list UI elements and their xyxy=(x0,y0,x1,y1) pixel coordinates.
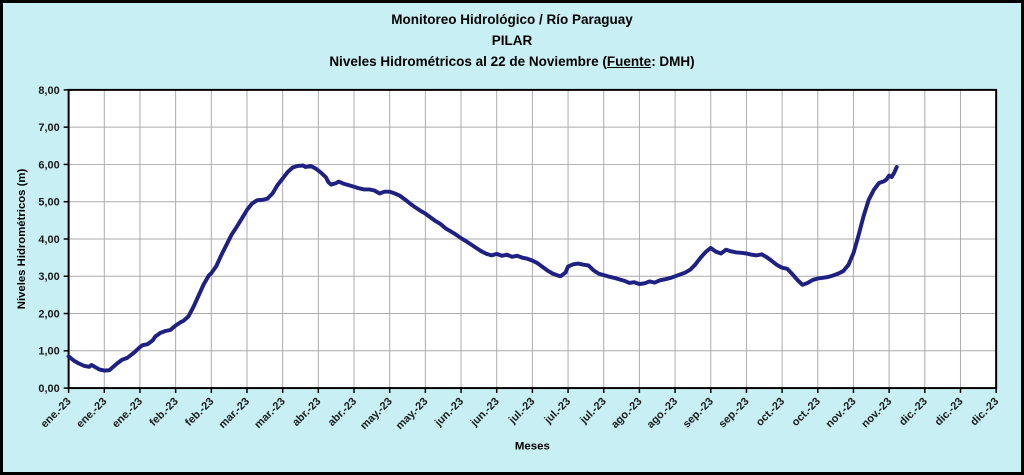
y-tick-label: 3,00 xyxy=(38,271,59,283)
x-tick-label: ago.-23 xyxy=(609,396,645,431)
chart-subtitle: PILAR xyxy=(491,33,533,48)
y-tick-label: 7,00 xyxy=(38,122,59,134)
x-tick-label: ago.-23 xyxy=(645,396,681,431)
x-tick-label: abr.-23 xyxy=(290,396,323,429)
data-line xyxy=(66,163,899,373)
x-tick-label: ene.-23 xyxy=(74,396,109,431)
caption-suffix: : DMH) xyxy=(651,54,695,69)
y-tick-label: 0,00 xyxy=(38,383,59,395)
x-tick-label: jul.-23 xyxy=(506,396,538,427)
chart-caption: Niveles Hidrométricos al 22 de Noviembre… xyxy=(3,51,1021,72)
x-tick-label: feb.-23 xyxy=(147,396,180,429)
y-tick-label: 6,00 xyxy=(38,159,59,171)
y-tick-label: 2,00 xyxy=(38,309,59,321)
y-axis-title: Niveles Hidrométricos (m) xyxy=(16,169,28,310)
x-tick-label: mar.-23 xyxy=(252,396,288,431)
x-tick-label: jun.-23 xyxy=(432,396,466,430)
x-tick-label: ene.-23 xyxy=(39,396,74,431)
x-tick-label: abr.-23 xyxy=(326,396,359,429)
x-tick-label: mar.-23 xyxy=(217,396,253,431)
chart-title: Monitoreo Hidrológico / Río Paraguay xyxy=(391,12,633,27)
x-tick-label: oct.-23 xyxy=(754,396,787,429)
x-tick-label: ene.-23 xyxy=(110,396,145,431)
x-tick-label: jun.-23 xyxy=(468,396,502,430)
x-tick-label: nov.-23 xyxy=(859,396,894,431)
x-tick-label: dic.-23 xyxy=(933,396,966,429)
x-tick-label: dic.-23 xyxy=(897,396,930,429)
y-tick-label: 5,00 xyxy=(38,197,59,209)
x-tick-label: feb.-23 xyxy=(183,396,216,429)
x-tick-label: jul.-23 xyxy=(577,396,609,427)
caption-source-label: Fuente xyxy=(606,54,652,69)
title-block: Monitoreo Hidrológico / Río Paraguay PIL… xyxy=(3,9,1021,72)
x-tick-label: jul.-23 xyxy=(542,396,574,427)
x-tick-label: may.-23 xyxy=(358,396,395,432)
x-tick-label: nov.-23 xyxy=(824,396,859,431)
x-tick-label: sep.-23 xyxy=(681,396,716,431)
y-tick-label: 1,00 xyxy=(38,346,59,358)
x-tick-label: may.-23 xyxy=(394,396,431,432)
x-tick-label: oct.-23 xyxy=(789,396,822,429)
x-tick-label: dic.-23 xyxy=(968,396,1001,429)
plot-border xyxy=(67,88,998,390)
y-tick-label: 4,00 xyxy=(38,234,59,246)
x-axis-title: Meses xyxy=(515,440,550,452)
x-tick-label: sep.-23 xyxy=(716,396,751,431)
y-tick-label: 8,00 xyxy=(38,85,59,97)
line-chart-canvas: 0,00 1,00 2,00 3,00 4,00 5,00 6,00 7,00 8,00 ene.… xyxy=(16,85,1001,452)
caption-prefix: Niveles Hidrométricos al 22 de Noviembre… xyxy=(329,54,607,69)
